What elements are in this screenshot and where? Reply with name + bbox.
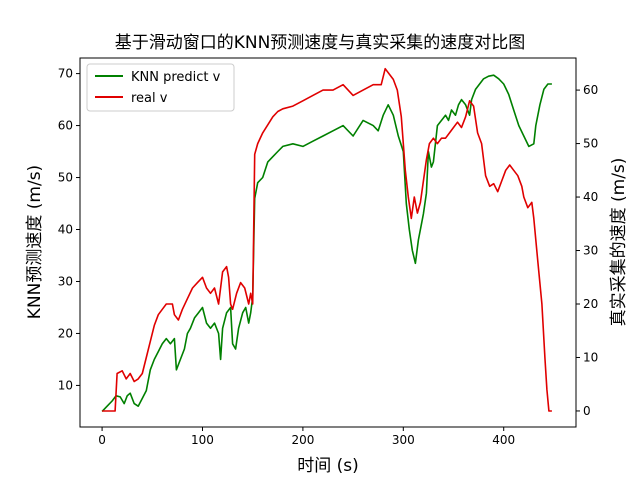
x-axis: 0 100 200 300 400	[98, 427, 515, 447]
series-layer	[101, 67, 552, 412]
x-axis-label: 时间 (s)	[297, 456, 359, 476]
y-left-tick-label: 70	[58, 67, 73, 81]
y-left-tick-label: 60	[58, 119, 73, 133]
x-tick-label: 400	[492, 433, 515, 447]
y-axis-left: 10 20 30 40 50 60 70	[58, 67, 80, 392]
x-tick-label: 0	[98, 433, 106, 447]
y-axis-label-right: 真实采集的速度 (m/s)	[609, 158, 629, 327]
y-right-tick-label: 20	[583, 297, 598, 311]
y-axis-right: 0 10 20 30 40 50 60	[576, 83, 598, 418]
plot-area	[79, 57, 577, 428]
x-tick-label: 200	[291, 433, 314, 447]
y-left-tick-label: 40	[58, 223, 73, 237]
y-right-tick-label: 40	[583, 190, 598, 204]
x-tick-label: 300	[392, 433, 415, 447]
legend-label-knn: KNN predict v	[131, 70, 221, 85]
series-line-knn-predict	[101, 74, 552, 412]
y-right-tick-label: 50	[583, 137, 598, 151]
y-right-tick-label: 10	[583, 350, 598, 364]
y-right-tick-label: 0	[583, 404, 591, 418]
plot-frame	[79, 57, 577, 428]
legend-label-real: real v	[131, 91, 168, 106]
y-axis-label-left: KNN预测速度 (m/s)	[25, 165, 45, 319]
y-right-tick-label: 60	[583, 83, 598, 97]
legend-box	[86, 63, 235, 112]
y-left-tick-label: 20	[58, 326, 73, 340]
series-line-real	[102, 67, 552, 412]
y-left-tick-label: 10	[58, 378, 73, 392]
chart-title: 基于滑动窗口的KNN预测速度与真实采集的速度对比图	[115, 33, 526, 53]
x-tick-label: 100	[191, 433, 214, 447]
y-left-tick-label: 30	[58, 274, 73, 288]
y-right-tick-label: 30	[583, 244, 598, 258]
y-left-tick-label: 50	[58, 171, 73, 185]
legend: KNN predict v real v	[86, 63, 235, 112]
